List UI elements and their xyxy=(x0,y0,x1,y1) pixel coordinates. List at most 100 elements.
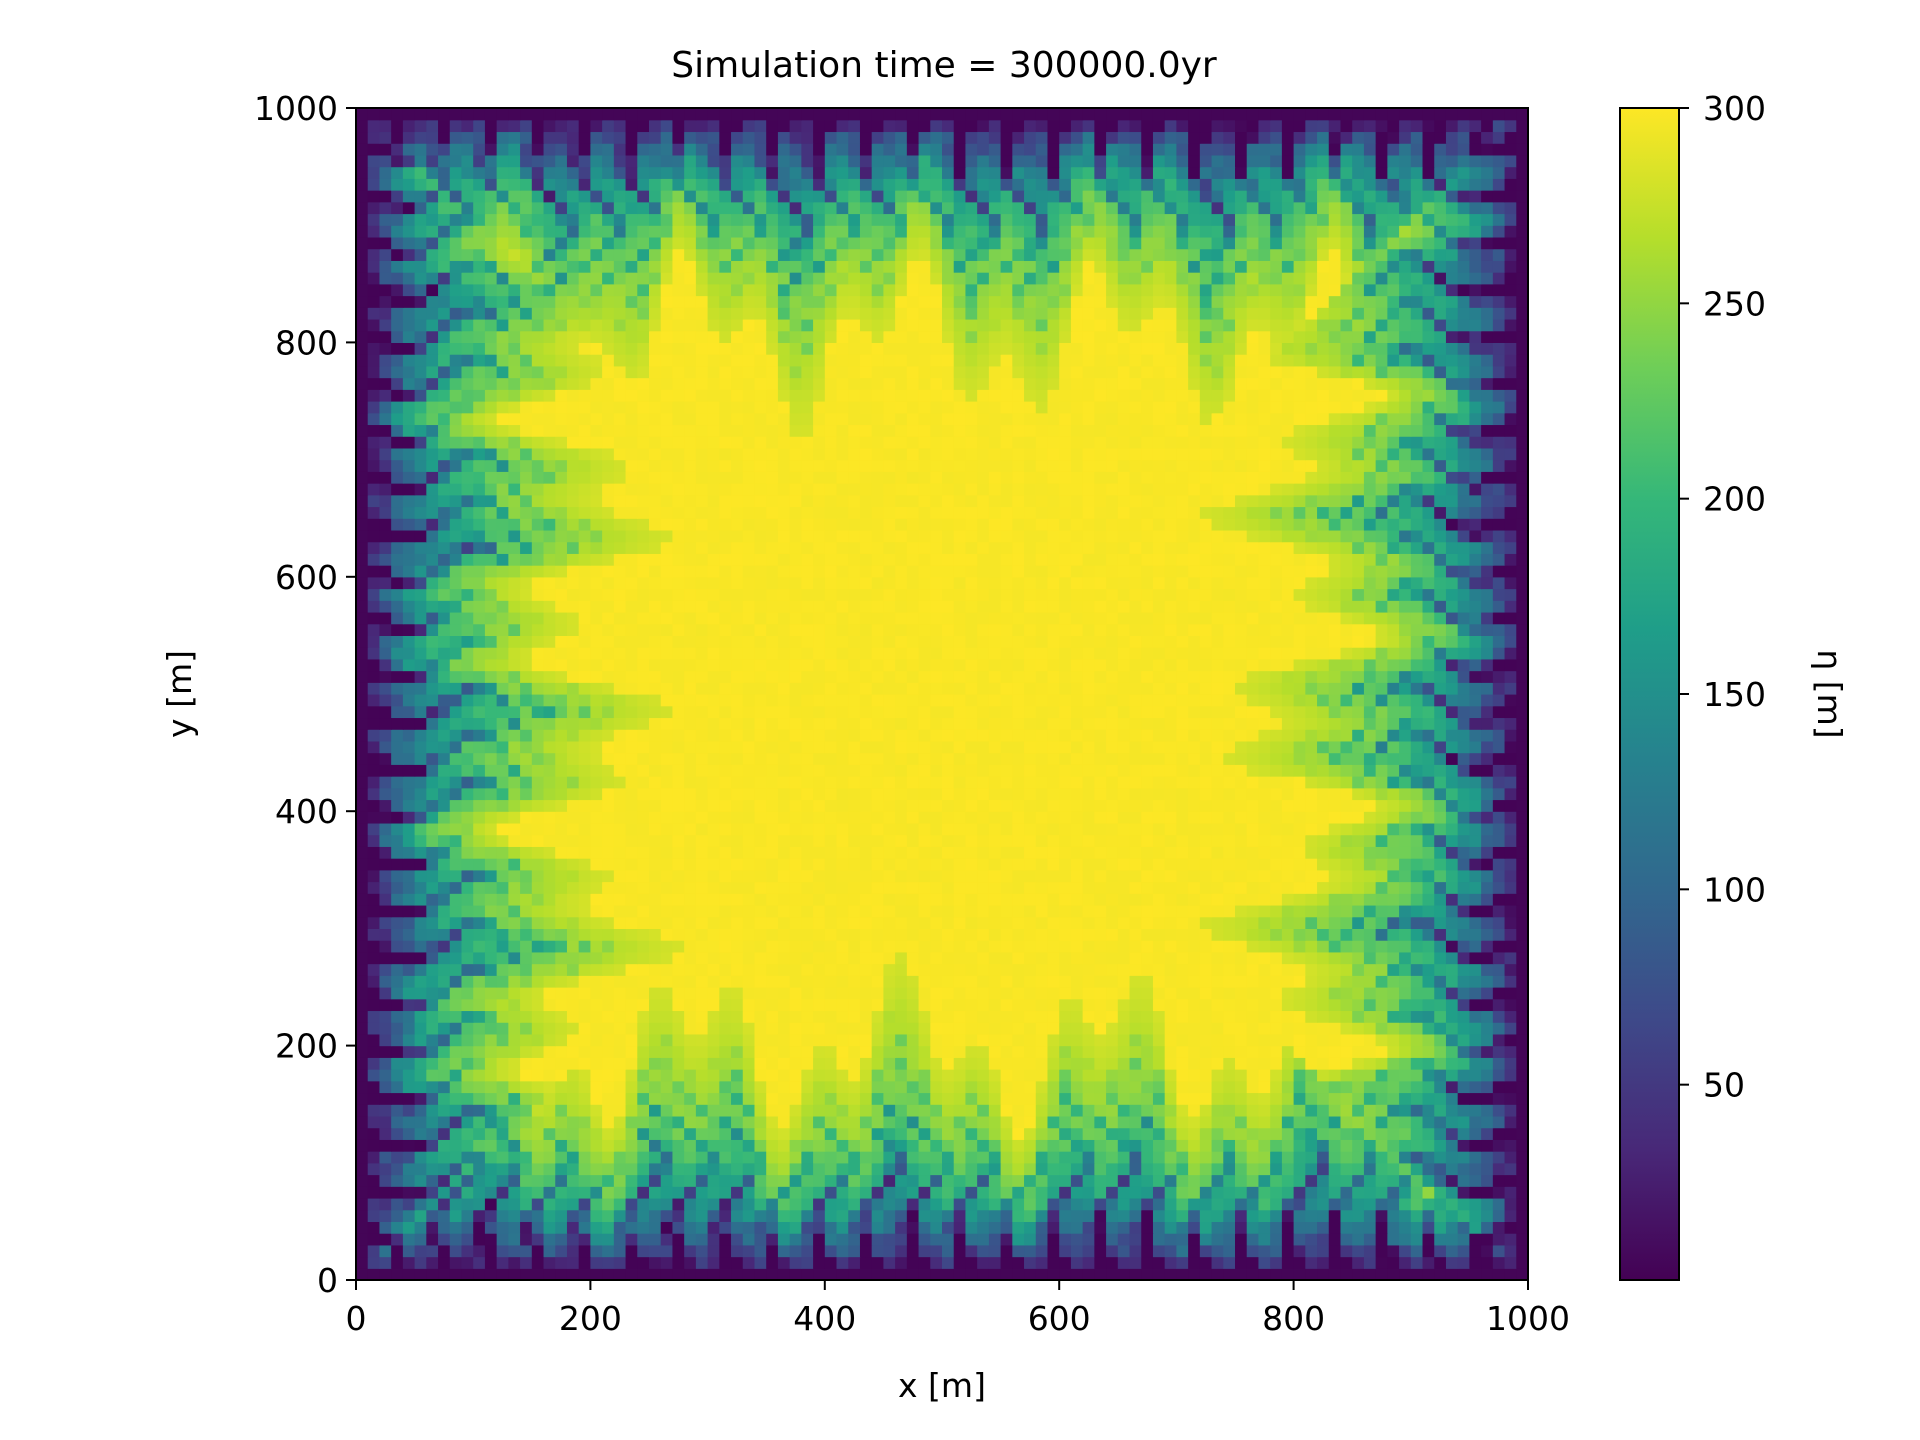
heatmap-cell xyxy=(789,846,802,859)
heatmap-cell xyxy=(1399,940,1412,953)
heatmap-cell xyxy=(1270,1127,1283,1140)
heatmap-cell xyxy=(473,1151,486,1164)
heatmap-cell xyxy=(438,811,451,824)
heatmap-cell xyxy=(520,1104,533,1117)
heatmap-cell xyxy=(836,1162,849,1176)
heatmap-cell xyxy=(719,799,732,812)
heatmap-cell xyxy=(449,1268,463,1281)
heatmap-cell xyxy=(649,975,662,988)
heatmap-cell xyxy=(1492,1197,1506,1211)
heatmap-cell xyxy=(1106,1244,1119,1258)
heatmap-cell xyxy=(555,987,568,1000)
heatmap-cell xyxy=(1117,869,1131,883)
heatmap-cell xyxy=(1176,1233,1189,1246)
heatmap-cell xyxy=(566,1233,580,1246)
heatmap-cell xyxy=(1188,1045,1201,1058)
heatmap-cell xyxy=(1258,1244,1271,1258)
heatmap-cell xyxy=(613,776,627,789)
heatmap-cell xyxy=(1152,776,1166,789)
heatmap-cell xyxy=(637,1221,650,1234)
heatmap-cell xyxy=(1059,822,1072,836)
heatmap-cell xyxy=(742,1197,756,1211)
heatmap-cell xyxy=(1199,694,1213,707)
heatmap-cell xyxy=(1387,729,1400,742)
heatmap-cell xyxy=(731,764,744,777)
heatmap-cell xyxy=(1457,740,1470,754)
heatmap-cell xyxy=(1164,893,1177,906)
heatmap-cell xyxy=(1387,1115,1400,1129)
heatmap-cell xyxy=(391,705,404,719)
heatmap-cell xyxy=(1469,1162,1482,1176)
heatmap-cell xyxy=(1000,1244,1013,1258)
heatmap-cell xyxy=(637,764,650,777)
heatmap-cell xyxy=(1258,764,1271,777)
heatmap-cell xyxy=(895,1057,908,1070)
heatmap-cell xyxy=(871,858,884,871)
heatmap-cell xyxy=(1176,963,1189,976)
heatmap-cell xyxy=(848,1127,861,1140)
heatmap-cell xyxy=(754,951,767,965)
heatmap-cell xyxy=(531,940,545,953)
heatmap-cell xyxy=(848,1162,861,1176)
heatmap-cell xyxy=(1328,1022,1342,1035)
heatmap-cell xyxy=(859,1080,873,1094)
heatmap-cell xyxy=(836,1244,849,1258)
heatmap-cell xyxy=(895,1162,908,1176)
heatmap-cell xyxy=(1246,1162,1260,1176)
heatmap-cell xyxy=(590,1010,603,1023)
heatmap-cell xyxy=(695,1033,709,1047)
heatmap-cell xyxy=(637,1045,650,1058)
heatmap-cell xyxy=(672,1127,685,1140)
heatmap-cell xyxy=(1258,1197,1271,1211)
heatmap-cell xyxy=(1305,1033,1318,1047)
heatmap-cell xyxy=(660,846,674,859)
heatmap-cell xyxy=(1305,1221,1318,1234)
heatmap-cell xyxy=(1516,951,1529,965)
heatmap-cell xyxy=(1328,1033,1342,1047)
heatmap-cell xyxy=(707,811,720,824)
heatmap-cell xyxy=(1305,987,1318,1000)
heatmap-cell xyxy=(1410,987,1424,1000)
heatmap-cell xyxy=(895,1115,908,1129)
heatmap-cell xyxy=(1188,893,1201,906)
heatmap-cell xyxy=(895,1139,908,1152)
heatmap-cell xyxy=(625,822,638,836)
heatmap-cell xyxy=(918,1057,931,1070)
heatmap-cell xyxy=(695,1069,709,1082)
heatmap-cell xyxy=(1024,799,1037,812)
heatmap-cell xyxy=(895,1127,908,1140)
heatmap-cell xyxy=(942,998,955,1012)
heatmap-cell xyxy=(719,764,732,777)
heatmap-cell xyxy=(766,1010,779,1023)
heatmap-cell xyxy=(660,694,674,707)
heatmap-cell xyxy=(461,834,474,847)
heatmap-cell xyxy=(1059,1162,1072,1176)
heatmap-cell xyxy=(1352,776,1365,789)
heatmap-cell xyxy=(379,1033,392,1047)
heatmap-cell xyxy=(1129,1151,1142,1164)
heatmap-cell xyxy=(367,846,381,859)
heatmap-cell xyxy=(613,729,627,742)
heatmap-cell xyxy=(461,858,474,871)
heatmap-cell xyxy=(602,1092,615,1105)
heatmap-cell xyxy=(942,799,955,812)
heatmap-cell xyxy=(1305,694,1318,707)
heatmap-cell xyxy=(625,881,638,894)
heatmap-cell xyxy=(414,963,427,976)
heatmap-cell xyxy=(684,834,697,847)
heatmap-cell xyxy=(414,799,427,812)
heatmap-cell xyxy=(1117,1010,1131,1023)
heatmap-cell xyxy=(414,1162,427,1176)
heatmap-cell xyxy=(719,1268,732,1281)
heatmap-cell xyxy=(813,799,826,812)
heatmap-cell xyxy=(566,834,580,847)
heatmap-cell xyxy=(695,951,709,965)
heatmap-cell xyxy=(1481,951,1494,965)
heatmap-cell xyxy=(1059,998,1072,1012)
heatmap-cell xyxy=(1305,1010,1318,1023)
heatmap-cell xyxy=(1106,1127,1119,1140)
heatmap-cell xyxy=(1328,1092,1342,1105)
heatmap-cell xyxy=(637,1022,650,1035)
heatmap-cell xyxy=(953,1162,967,1176)
heatmap-cell xyxy=(590,1069,603,1082)
